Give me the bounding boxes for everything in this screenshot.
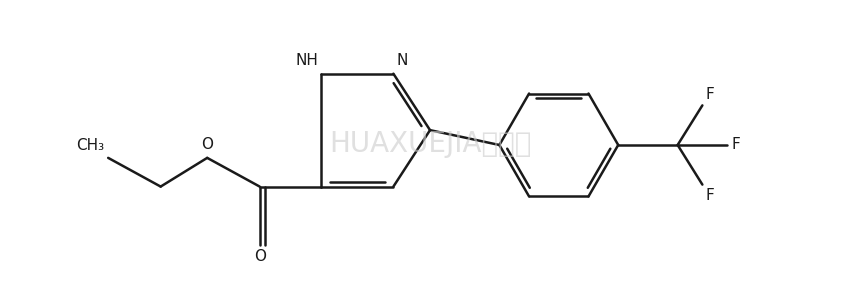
- Text: F: F: [706, 87, 714, 103]
- Text: F: F: [731, 137, 740, 152]
- Text: O: O: [254, 249, 265, 264]
- Text: N: N: [396, 53, 407, 68]
- Text: HUAXUEJIA化学加: HUAXUEJIA化学加: [329, 130, 531, 158]
- Text: NH: NH: [296, 53, 318, 68]
- Text: CH₃: CH₃: [76, 138, 104, 153]
- Text: O: O: [201, 137, 213, 152]
- Text: F: F: [706, 187, 714, 202]
